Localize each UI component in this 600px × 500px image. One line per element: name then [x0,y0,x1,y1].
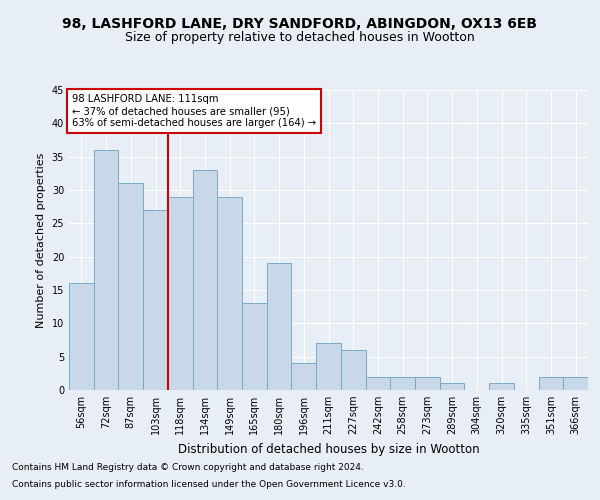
Bar [316,344,341,390]
Bar [563,376,588,390]
Bar [440,384,464,390]
Text: 98, LASHFORD LANE, DRY SANDFORD, ABINGDON, OX13 6EB: 98, LASHFORD LANE, DRY SANDFORD, ABINGDO… [62,18,538,32]
Text: Size of property relative to detached houses in Wootton: Size of property relative to detached ho… [125,31,475,44]
Bar [168,196,193,390]
Y-axis label: Number of detached properties: Number of detached properties [36,152,46,328]
Bar [415,376,440,390]
Bar [489,384,514,390]
Text: 98 LASHFORD LANE: 111sqm
← 37% of detached houses are smaller (95)
63% of semi-d: 98 LASHFORD LANE: 111sqm ← 37% of detach… [71,94,316,128]
Bar [143,210,168,390]
Bar [118,184,143,390]
Text: Contains public sector information licensed under the Open Government Licence v3: Contains public sector information licen… [12,480,406,489]
Bar [365,376,390,390]
Bar [193,170,217,390]
Bar [69,284,94,390]
Bar [267,264,292,390]
X-axis label: Distribution of detached houses by size in Wootton: Distribution of detached houses by size … [178,442,479,456]
Bar [94,150,118,390]
Bar [341,350,365,390]
Bar [292,364,316,390]
Bar [539,376,563,390]
Bar [390,376,415,390]
Bar [217,196,242,390]
Text: Contains HM Land Registry data © Crown copyright and database right 2024.: Contains HM Land Registry data © Crown c… [12,462,364,471]
Bar [242,304,267,390]
